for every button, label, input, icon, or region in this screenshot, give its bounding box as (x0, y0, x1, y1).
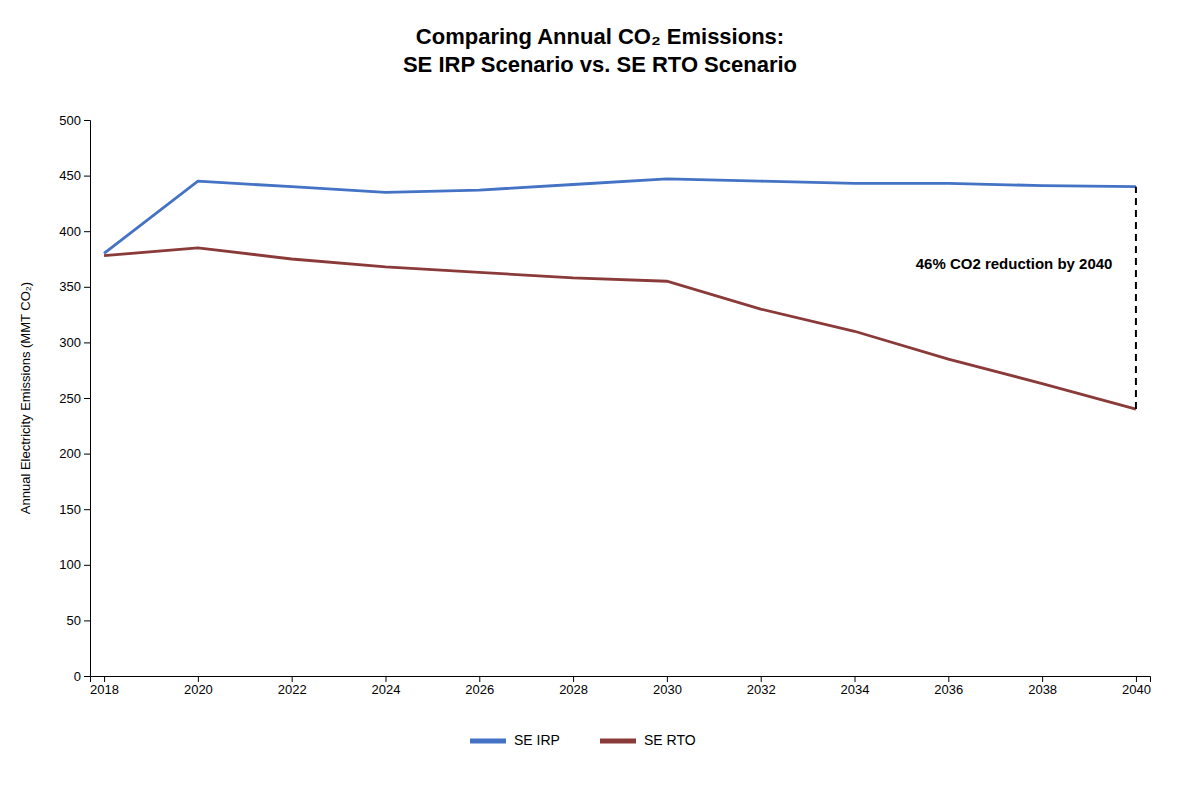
y-tick-label: 500 (59, 113, 81, 128)
title: Comparing Annual CO₂ Emissions: SE IRP Sc… (403, 24, 797, 77)
y-tick-label: 250 (59, 391, 81, 406)
y-tick-mark (84, 509, 90, 510)
x-tick-label: 2040 (1122, 682, 1151, 697)
y-tick-mark (84, 342, 90, 343)
title-line: SE IRP Scenario vs. SE RTO Scenario (403, 52, 797, 77)
x-tick-mark (198, 676, 199, 682)
legend-label: SE RTO (644, 732, 696, 748)
x-tick-mark (292, 676, 293, 682)
x-tick: 2028 (559, 676, 588, 697)
y-tick: 50 (67, 613, 90, 628)
y-tick-label: 100 (59, 557, 81, 572)
y-tick: 100 (59, 557, 90, 572)
x-tick-mark (667, 676, 668, 682)
y-tick: 150 (59, 502, 90, 517)
x-tick-label: 2030 (653, 682, 682, 697)
x-tick: 2030 (653, 676, 682, 697)
y-tick: 0 (74, 669, 90, 684)
y-tick-mark (84, 620, 90, 621)
x-axis: 2018 2020 2022 2024 2026 2028 2030 2032 2034 2036… (90, 676, 1151, 697)
x-tick-label: 2034 (841, 682, 870, 697)
x-tick-label: 2024 (372, 682, 401, 697)
annotation: 46% CO2 reduction by 2040 (916, 255, 1113, 272)
series-line (104, 248, 1136, 409)
x-tick-mark (385, 676, 386, 682)
y-tick: 500 (59, 113, 90, 128)
x-tick-mark (1042, 676, 1043, 682)
x-tick-label: 2018 (90, 682, 119, 697)
y-tick: 350 (59, 279, 90, 294)
y-tick: 200 (59, 446, 90, 461)
series-line (104, 179, 1136, 254)
x-tick: 2022 (278, 676, 307, 697)
chart: 2018 2020 2022 2024 2026 2028 2030 2032 2034 2036… (0, 0, 1200, 786)
y-tick: 450 (59, 168, 90, 183)
y-tick-mark (84, 565, 90, 566)
y-tick-mark (84, 454, 90, 455)
y-tick-label: 400 (59, 224, 81, 239)
y-tick-mark (84, 676, 90, 677)
x-tick: 2036 (934, 676, 963, 697)
y-axis-label: Annual Electricity Emissions (MMT CO₂) (18, 282, 33, 514)
x-tick: 2018 (90, 676, 119, 697)
x-tick-mark (1136, 676, 1137, 682)
y-tick: 400 (59, 224, 90, 239)
title-line: Comparing Annual CO₂ Emissions: (416, 24, 784, 49)
legend-swatch (600, 739, 636, 744)
legend: SE IRP SE RTO (470, 732, 696, 748)
legend-swatch (470, 739, 506, 744)
x-tick-label: 2032 (747, 682, 776, 697)
x-axis-line (91, 677, 1151, 683)
y-axis: 0 50 100 150 200 250 300 350 400 450 500 (59, 113, 90, 684)
y-tick-label: 350 (59, 279, 81, 294)
x-tick-label: 2038 (1028, 682, 1057, 697)
x-tick-label: 2036 (934, 682, 963, 697)
x-tick-mark (479, 676, 480, 682)
x-tick-mark (104, 676, 105, 682)
x-tick-label: 2022 (278, 682, 307, 697)
x-tick: 2026 (465, 676, 494, 697)
y-tick-mark (84, 398, 90, 399)
legend-label: SE IRP (514, 732, 560, 748)
y-tick-mark (84, 176, 90, 177)
x-tick-mark (948, 676, 949, 682)
x-tick: 2038 (1028, 676, 1057, 697)
marks (104, 179, 1136, 409)
x-tick: 2020 (184, 676, 213, 697)
y-axis-line (84, 121, 91, 677)
y-tick-label: 450 (59, 168, 81, 183)
y-tick: 300 (59, 335, 90, 350)
x-tick-mark (855, 676, 856, 682)
x-tick-label: 2026 (465, 682, 494, 697)
x-tick-label: 2020 (184, 682, 213, 697)
x-tick: 2034 (841, 676, 870, 697)
y-tick-label: 50 (67, 613, 81, 628)
y-tick-label: 300 (59, 335, 81, 350)
x-tick: 2024 (372, 676, 401, 697)
x-tick: 2040 (1122, 676, 1151, 697)
y-tick-mark (84, 231, 90, 232)
x-tick-mark (761, 676, 762, 682)
x-tick-label: 2028 (559, 682, 588, 697)
plot: 2018 2020 2022 2024 2026 2028 2030 2032 2034 2036… (59, 113, 1151, 698)
y-tick-label: 0 (74, 669, 81, 684)
x-tick-mark (573, 676, 574, 682)
y-tick: 250 (59, 391, 90, 406)
y-tick-mark (84, 287, 90, 288)
x-tick: 2032 (747, 676, 776, 697)
gap-line (1135, 187, 1137, 409)
legend-item: SE RTO (600, 732, 696, 748)
y-tick-label: 200 (59, 446, 81, 461)
y-tick-label: 150 (59, 502, 81, 517)
y-tick-mark (84, 120, 90, 121)
legend-item: SE IRP (470, 732, 560, 748)
